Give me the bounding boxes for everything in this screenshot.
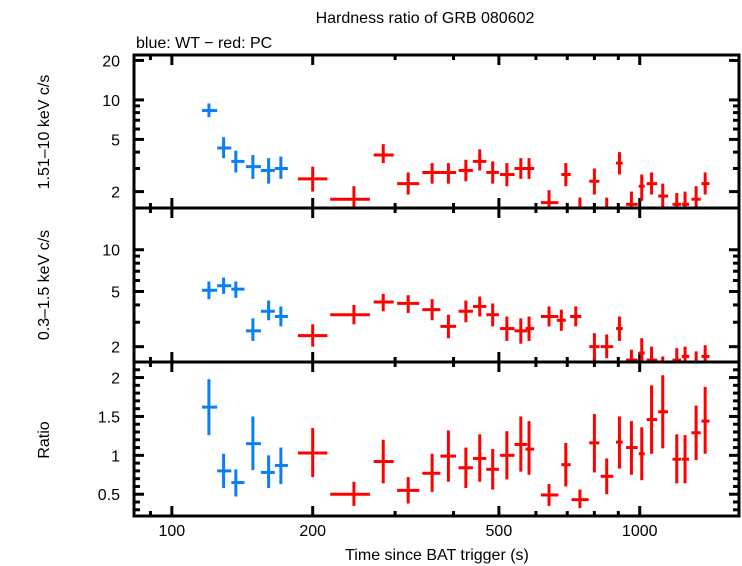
x-axis-label: Time since BAT trigger (s) [345,547,529,564]
y-tick-label-hard: 20 [102,53,120,70]
y-tick-label-ratio: 1 [111,448,120,465]
x-tick-label: 100 [159,523,186,540]
y-tick-label-ratio: 2 [111,371,120,388]
x-tick-label: 200 [299,523,326,540]
y-axis-label-soft: 0.3–1.5 keV c/s [36,230,53,340]
chart-subtitle: blue: WT − red: PC [136,35,272,52]
y-axis-label-ratio: Ratio [36,421,53,458]
panels-group: 20 10 5 2 10 5 2 2 1.5 1 0.5 100 200 500 1000 [98,53,741,540]
y-tick-label-hard: 5 [111,132,120,149]
y-tick-label-soft: 10 [102,243,120,260]
panel-frame-ratio [132,360,741,518]
y-axis-label-hard: 1.51–10 keV c/s [36,75,53,190]
chart-title: Hardness ratio of GRB 080602 [316,10,535,27]
y-tick-label-ratio: 0.5 [98,487,120,504]
y-tick-label-hard: 2 [111,185,120,202]
y-tick-label-soft: 5 [111,284,120,301]
x-tick-label: 1000 [622,523,658,540]
y-tick-label-soft: 2 [111,340,120,357]
y-tick-label-ratio: 1.5 [98,409,120,426]
y-tick-label-hard: 10 [102,93,120,110]
x-tick-label: 500 [486,523,513,540]
